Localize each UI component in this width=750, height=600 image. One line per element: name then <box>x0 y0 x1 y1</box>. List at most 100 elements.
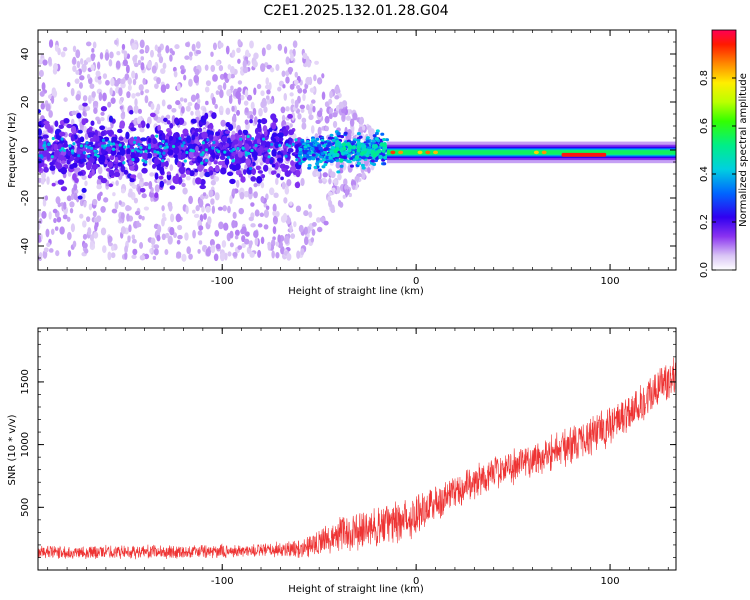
heatmap-speckle <box>102 92 107 102</box>
heatmap-speckle <box>136 220 140 228</box>
heatmap-speckle <box>334 85 340 94</box>
heatmap-speckle <box>321 177 327 182</box>
heatmap-speckle <box>285 76 290 84</box>
heatmap-cluster <box>224 130 231 135</box>
heatmap-cluster <box>146 123 150 129</box>
heatmap-speckle <box>82 233 88 240</box>
heatmap-cluster <box>90 120 95 126</box>
heatmap-speckle <box>59 226 65 235</box>
heatmap-speckle <box>329 107 334 114</box>
heatmap-transition-peak <box>348 145 353 150</box>
heatmap-speckle <box>72 56 77 65</box>
heatmap-transition <box>327 136 332 140</box>
heatmap-speckle <box>227 73 232 80</box>
heatmap-transition <box>302 142 307 146</box>
heatmap-speckle <box>63 201 67 210</box>
heatmap-speckle <box>268 82 272 91</box>
heatmap-speckle <box>313 74 317 82</box>
heatmap-cluster-peak <box>226 155 231 159</box>
heatmap-speckle <box>227 64 232 70</box>
heatmap-cluster <box>133 163 139 172</box>
spectrogram-y-tick-label: -20 <box>20 190 31 206</box>
heatmap-speckle <box>235 90 241 100</box>
heatmap-speckle <box>328 113 333 119</box>
heatmap-cluster <box>181 152 186 160</box>
heatmap-speckle <box>303 210 309 217</box>
heatmap-cluster-peak <box>51 136 55 141</box>
heatmap-transition-peak <box>373 144 379 149</box>
heatmap-speckle <box>172 66 177 72</box>
heatmap-speckle <box>67 231 72 241</box>
heatmap-speckle <box>47 56 52 66</box>
heatmap-cluster <box>224 157 230 166</box>
heatmap-speckle <box>81 175 87 180</box>
heatmap-cluster-peak <box>204 158 209 163</box>
heatmap-cluster <box>169 135 174 141</box>
heatmap-speckle <box>331 187 336 192</box>
heatmap-speckle <box>203 213 207 220</box>
heatmap-speckle <box>139 49 145 54</box>
heatmap-speckle <box>205 100 209 106</box>
heatmap-carrier-band <box>387 150 676 155</box>
heatmap-cluster <box>274 162 279 170</box>
heatmap-speckle <box>231 188 236 196</box>
heatmap-cluster-peak <box>131 148 135 153</box>
heatmap-speckle <box>309 87 315 93</box>
heatmap-speckle <box>52 63 59 72</box>
heatmap-cluster <box>271 148 277 157</box>
heatmap-speckle <box>156 234 161 242</box>
heatmap-speckle <box>188 195 193 205</box>
heatmap-speckle <box>161 233 166 241</box>
heatmap-cluster <box>203 143 209 150</box>
heatmap-cluster-peak <box>86 154 91 158</box>
heatmap-speckle <box>344 188 349 198</box>
heatmap-speckle <box>234 229 240 237</box>
chart-title: C2E1.2025.132.01.28.G04 <box>263 3 448 19</box>
heatmap-speckle <box>293 221 297 228</box>
heatmap-cluster <box>271 163 276 168</box>
heatmap-speckle <box>120 226 126 235</box>
heatmap-cluster-peak <box>244 153 248 157</box>
heatmap-speckle <box>43 247 49 253</box>
heatmap-transition-peak <box>351 145 357 150</box>
heatmap-speckle <box>272 226 277 235</box>
heatmap-speckle <box>330 204 335 213</box>
heatmap-speckle <box>131 70 136 79</box>
heatmap-speckle <box>249 251 255 258</box>
heatmap-speckle <box>277 234 281 244</box>
heatmap-speckle <box>95 70 101 77</box>
heatmap-speckle <box>126 53 131 60</box>
heatmap-speckle <box>69 201 75 208</box>
heatmap-speckle <box>96 61 101 70</box>
heatmap-cluster <box>58 131 66 137</box>
heatmap-speckle <box>154 83 159 89</box>
heatmap-speckle <box>328 98 333 105</box>
colorbar-tick-label: 0.4 <box>699 166 710 182</box>
heatmap-speckle <box>195 103 200 111</box>
heatmap-speckle <box>165 45 170 54</box>
heatmap-speckle <box>71 110 77 116</box>
heatmap-speckle <box>219 110 224 116</box>
heatmap-transition <box>382 162 387 166</box>
spectrogram-y-tick-label: -40 <box>20 238 31 254</box>
heatmap-cluster-peak <box>162 151 166 155</box>
heatmap-speckle <box>88 95 92 104</box>
heatmap-cluster <box>55 162 63 170</box>
heatmap-speckle <box>207 216 212 225</box>
heatmap-transition <box>346 159 351 163</box>
heatmap-speckle <box>169 54 173 62</box>
heatmap-cluster-peak <box>246 134 250 139</box>
heatmap-speckle <box>131 238 137 244</box>
heatmap-speckle <box>316 217 321 223</box>
heatmap-cluster <box>42 134 49 139</box>
heatmap-cluster <box>99 125 106 131</box>
heatmap-speckle <box>44 195 49 201</box>
heatmap-speckle <box>188 78 193 87</box>
heatmap-speckle <box>308 211 313 218</box>
heatmap-transition <box>323 162 328 167</box>
heatmap-cluster <box>70 134 75 142</box>
heatmap-speckle <box>243 238 250 245</box>
heatmap-cluster-peak <box>95 150 99 154</box>
heatmap-cluster-peak <box>131 158 135 162</box>
heatmap-speckle <box>280 106 286 114</box>
